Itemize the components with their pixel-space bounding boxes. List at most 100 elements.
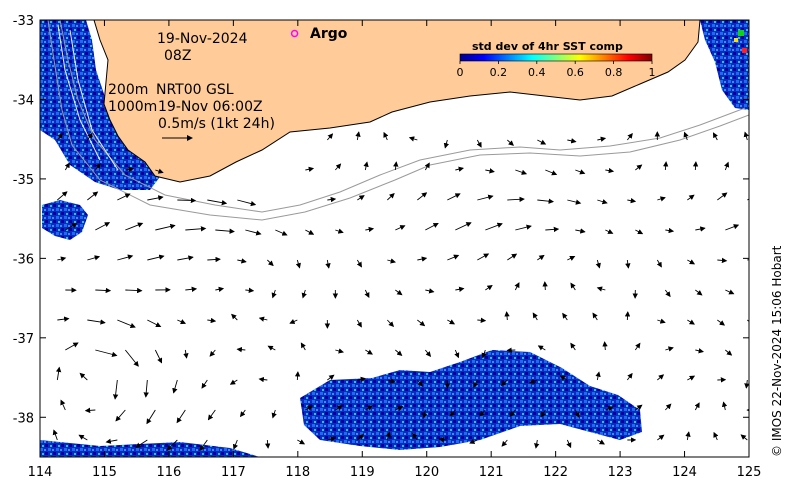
- current-arrow: [327, 374, 335, 381]
- current-arrow: [365, 349, 373, 355]
- current-arrow: [215, 228, 235, 234]
- current-arrow: [424, 349, 432, 357]
- current-arrow: [416, 379, 424, 387]
- current-time-label: 19-Nov 06:00Z: [158, 99, 263, 115]
- current-arrow: [87, 191, 99, 201]
- current-arrow: [215, 286, 225, 292]
- current-arrow: [515, 224, 532, 231]
- argo-label: Argo: [310, 26, 348, 42]
- current-arrow: [574, 409, 580, 418]
- current-arrow: [567, 199, 582, 205]
- current-arrow: [60, 399, 66, 411]
- current-arrow: [626, 132, 633, 141]
- current-arrow: [86, 132, 93, 141]
- x-tick-label: 123: [608, 465, 633, 480]
- current-arrow: [177, 255, 194, 261]
- x-tick-label: 122: [543, 465, 568, 480]
- contour-label-200m: 200m: [108, 82, 148, 98]
- current-arrow: [694, 402, 700, 411]
- current-arrow: [166, 439, 178, 451]
- current-arrow: [258, 376, 268, 383]
- current-arrows: [52, 131, 763, 452]
- current-arrow: [717, 257, 728, 264]
- current-arrow: [327, 196, 337, 203]
- colorbar-tick-label: 0.4: [528, 66, 546, 79]
- current-arrow: [725, 349, 733, 356]
- current-arrow: [605, 229, 614, 234]
- current-arrow: [570, 342, 576, 351]
- current-arrow: [258, 316, 268, 322]
- current-arrow: [301, 289, 307, 299]
- x-tick-label: 118: [285, 465, 310, 480]
- sst-patch-south: [300, 350, 642, 450]
- date-label: 19-Nov-2024: [157, 31, 248, 47]
- current-arrow: [146, 409, 156, 425]
- current-arrow: [469, 438, 478, 444]
- current-arrow: [172, 379, 178, 394]
- current-arrow: [183, 349, 189, 359]
- x-tick-label: 120: [414, 465, 439, 480]
- current-arrow: [421, 409, 428, 419]
- sst-patch-small: [42, 200, 88, 240]
- current-arrow: [95, 287, 112, 294]
- current-arrow: [485, 168, 495, 174]
- current-arrow: [117, 193, 131, 201]
- current-arrow: [124, 349, 139, 367]
- current-arrow: [477, 194, 494, 201]
- plot-area: [40, 20, 763, 457]
- current-arrow: [395, 289, 403, 296]
- current-arrow: [155, 168, 164, 174]
- current-arrow: [229, 379, 238, 385]
- credit-label: © IMOS 22-Nov-2024 15:06 Hobart: [770, 245, 784, 457]
- current-arrow: [176, 409, 186, 424]
- current-arrow: [267, 259, 274, 267]
- current-arrow: [626, 372, 633, 381]
- current-arrow: [597, 439, 605, 445]
- current-arrow: [335, 228, 344, 234]
- current-arrow: [559, 375, 568, 381]
- current-arrow: [239, 409, 246, 418]
- current-arrow: [95, 222, 111, 231]
- contour-1000m: [47, 20, 749, 221]
- colorbar-tick-label: 0.8: [605, 66, 623, 79]
- current-arrow: [295, 259, 301, 269]
- current-arrow: [605, 406, 614, 412]
- current-arrow: [297, 439, 306, 445]
- current-arrow: [447, 254, 460, 261]
- y-axis: -33 -34 -35 -36 -37 -38: [13, 14, 749, 426]
- current-arrow: [713, 431, 719, 441]
- current-arrow: [545, 226, 560, 233]
- current-arrow: [275, 229, 288, 236]
- current-arrow: [417, 256, 428, 262]
- current-arrow: [327, 436, 336, 442]
- current-arrow: [683, 131, 689, 141]
- current-arrow: [412, 432, 418, 441]
- current-arrow: [207, 317, 217, 324]
- current-arrow: [408, 136, 418, 142]
- current-arrow: [596, 286, 606, 292]
- current-arrow: [657, 374, 665, 381]
- current-arrow: [528, 378, 538, 384]
- current-arrow: [155, 223, 176, 231]
- current-arrow: [635, 229, 644, 235]
- current-arrow: [537, 139, 547, 145]
- sst-patch-east: [700, 20, 749, 110]
- x-tick-label: 124: [672, 465, 697, 480]
- sst-patch-south-west: [40, 440, 260, 457]
- current-arrow: [665, 346, 674, 352]
- current-arrow: [357, 433, 364, 441]
- current-arrow: [387, 378, 396, 384]
- current-arrow: [514, 282, 520, 291]
- current-arrow: [507, 253, 518, 261]
- current-arrow: [117, 254, 134, 261]
- current-arrow: [656, 259, 662, 268]
- current-arrow: [481, 349, 487, 359]
- current-arrow: [605, 167, 615, 174]
- current-arrow: [542, 281, 548, 291]
- current-arrow: [237, 199, 257, 207]
- current-arrow: [236, 346, 246, 353]
- current-arrow: [755, 290, 763, 291]
- current-arrow: [387, 319, 395, 328]
- current-arrow: [597, 199, 608, 205]
- current-arrow: [231, 313, 238, 321]
